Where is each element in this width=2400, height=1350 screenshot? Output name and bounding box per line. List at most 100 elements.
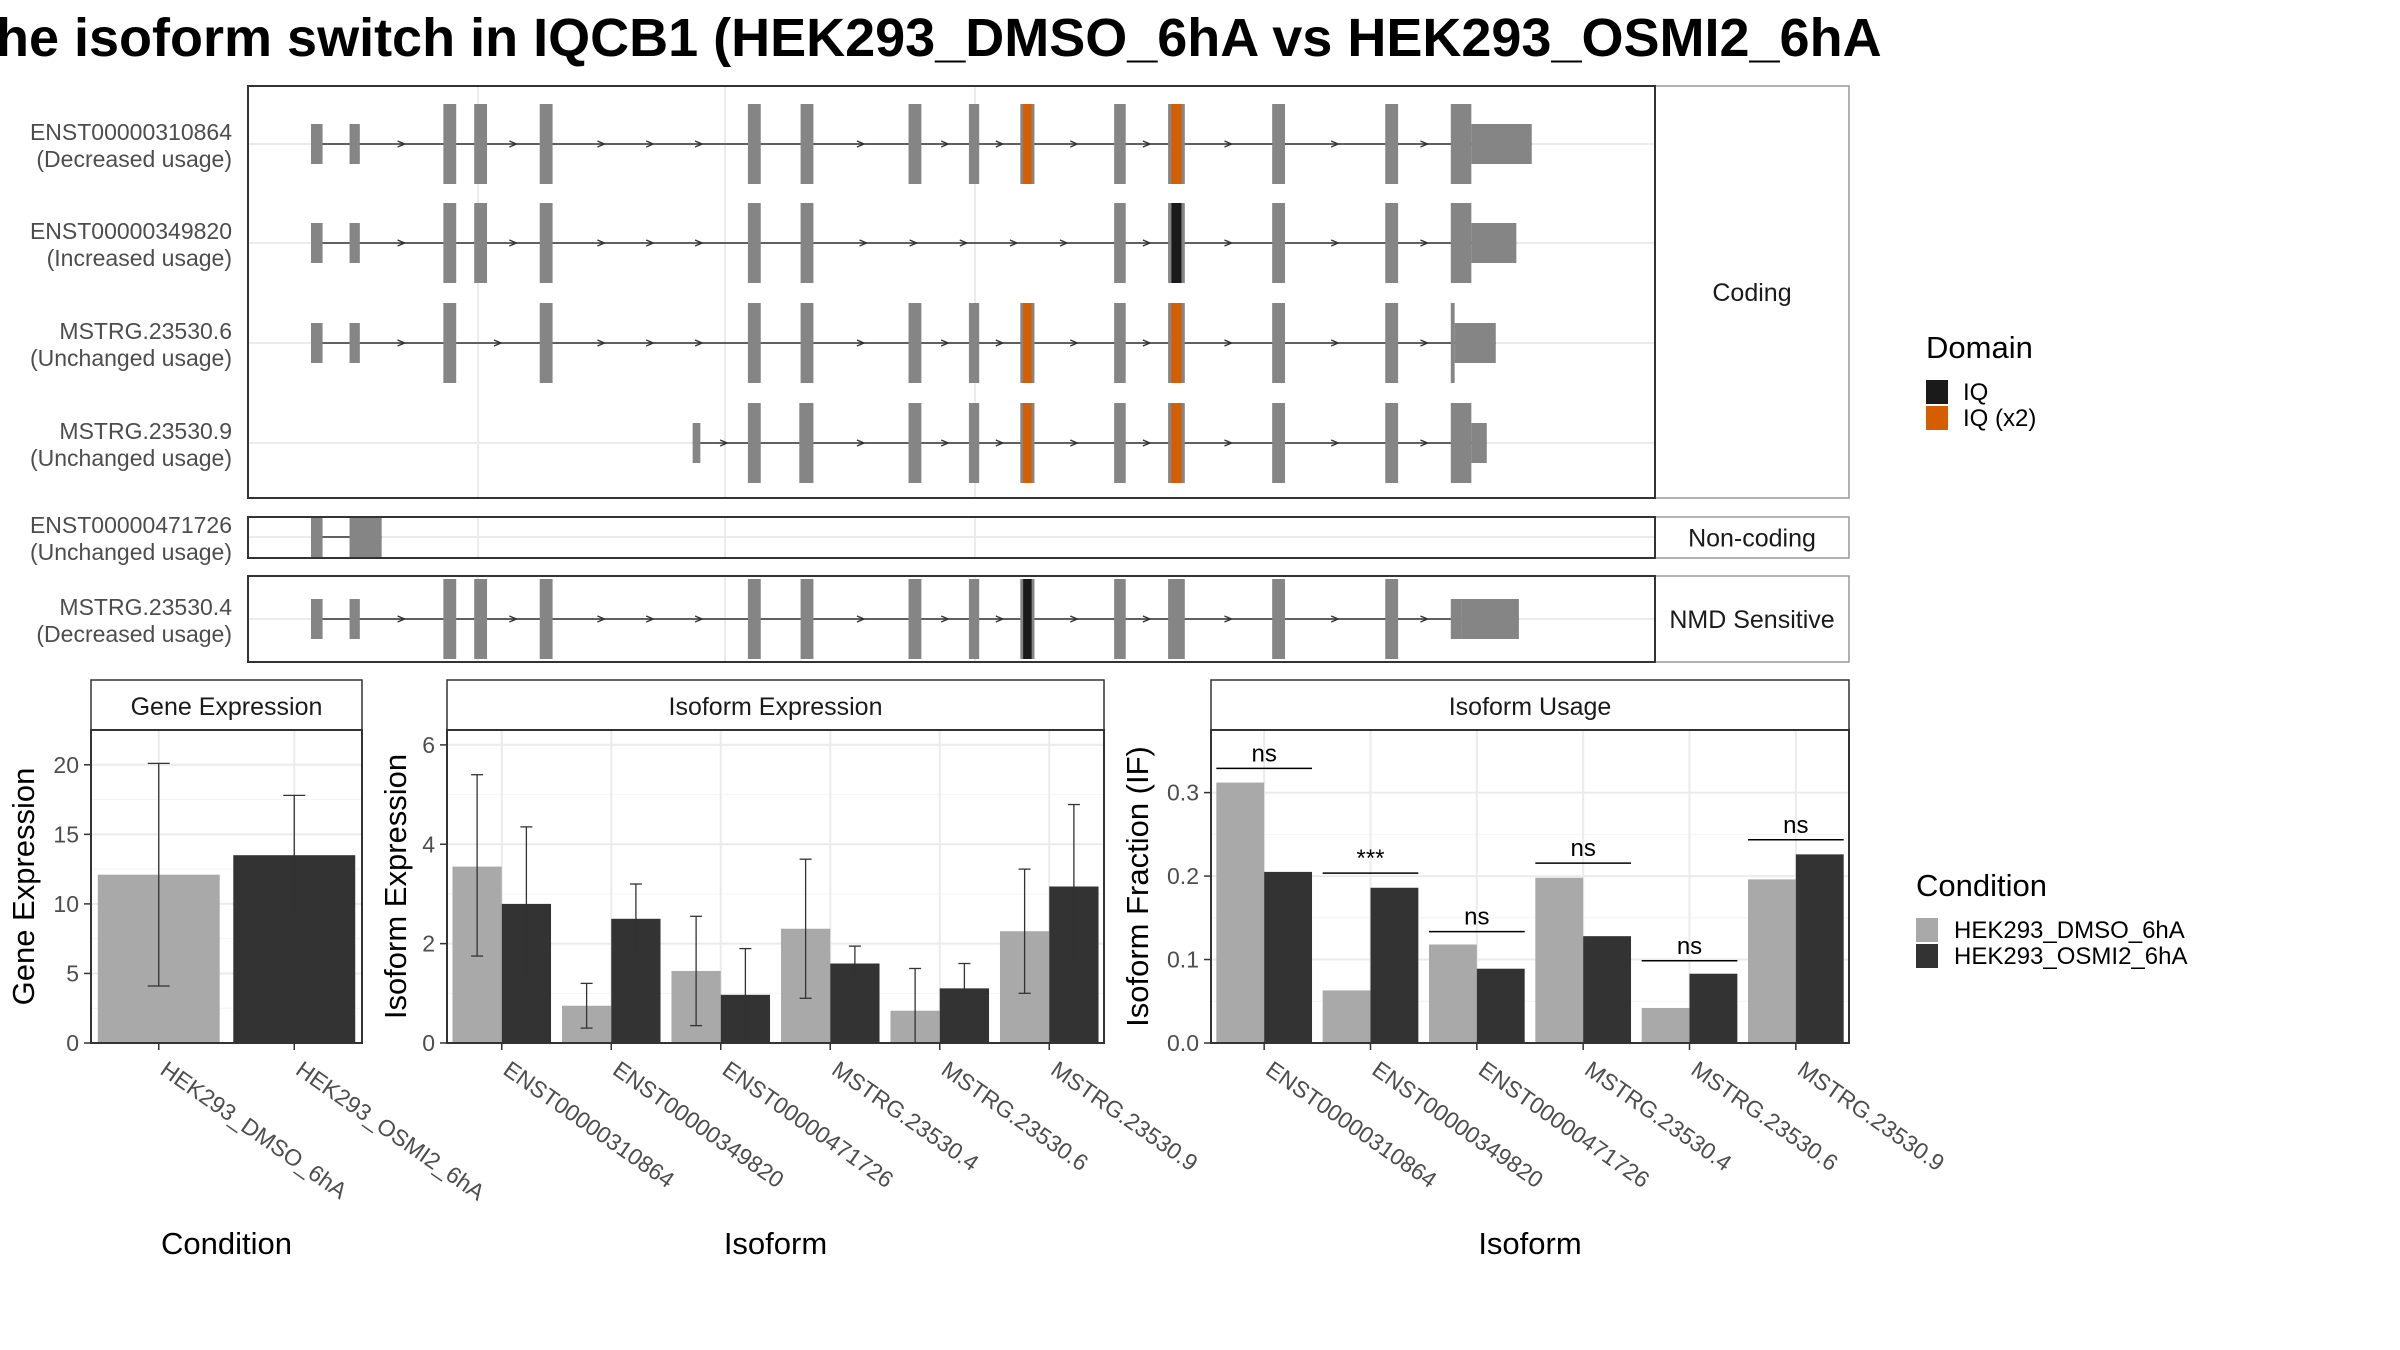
- strand-arrow: [1224, 239, 1234, 247]
- exon-block: [539, 104, 553, 184]
- strand-arrow: [859, 239, 869, 247]
- exon-block: [1114, 104, 1126, 184]
- strand-arrow: [1059, 239, 1069, 247]
- exon-block: [1385, 104, 1399, 184]
- strand-arrow: [909, 239, 919, 247]
- condition-legend-swatch: [1916, 944, 1938, 968]
- condition-legend-label: HEK293_OSMI2_6hA: [1954, 943, 2187, 970]
- domain-legend-label: IQ (x2): [1963, 405, 2036, 432]
- transcript-id-label: ENST00000349820: [30, 218, 232, 244]
- bar: [1370, 887, 1419, 1043]
- transcript-usage-label: (Unchanged usage): [30, 445, 232, 471]
- strand-arrow: [597, 615, 607, 623]
- bar: [1583, 936, 1632, 1043]
- y-tick-label: 0.2: [1167, 863, 1199, 889]
- transcript-usage-label: (Unchanged usage): [30, 345, 232, 371]
- strand-arrow: [1070, 615, 1080, 623]
- chart-panel-border: [446, 729, 1105, 1044]
- exon-block: [1272, 104, 1286, 184]
- exon-block: [349, 323, 360, 363]
- y-tick-label: 20: [53, 752, 79, 778]
- exon-block: [1114, 579, 1126, 659]
- x-tick-label: ENST00000349820: [1368, 1056, 1548, 1193]
- exon-block: [747, 579, 761, 659]
- facet-strip: [1654, 85, 1850, 499]
- y-axis-label: Isoform Expression: [378, 754, 413, 1019]
- transcript-id-label: MSTRG.23530.6: [59, 318, 232, 344]
- strand-arrow: [597, 140, 607, 148]
- y-tick-label: 10: [53, 891, 79, 917]
- structure-panel-border: [247, 516, 1656, 559]
- bar: [1476, 968, 1525, 1043]
- exon-block: [908, 303, 922, 383]
- chart-title: Gene Expression: [131, 693, 323, 721]
- exon-block: [349, 517, 382, 557]
- exon-block: [1454, 323, 1496, 363]
- domain-block: [1171, 303, 1182, 383]
- strand-arrow: [1330, 140, 1340, 148]
- bar: [1747, 879, 1796, 1043]
- exon-block: [747, 403, 761, 483]
- exon-block: [747, 104, 761, 184]
- strand-arrow: [1070, 339, 1080, 347]
- strand-arrow: [645, 615, 656, 623]
- strand-arrow: [719, 439, 729, 447]
- x-tick-label: ENST00000471726: [1474, 1056, 1654, 1193]
- x-axis-label: Isoform: [724, 1226, 827, 1261]
- bar: [1428, 944, 1477, 1043]
- exon-block: [747, 303, 761, 383]
- strand-arrow: [1224, 615, 1234, 623]
- exon-block: [1114, 303, 1126, 383]
- strand-arrow: [995, 339, 1005, 347]
- condition-legend-swatch: [1916, 918, 1938, 942]
- exon-block: [349, 223, 360, 263]
- domain-legend-label: IQ: [1963, 379, 1988, 406]
- strand-arrow: [1070, 439, 1080, 447]
- exon-block: [311, 517, 323, 557]
- bar: [1795, 854, 1844, 1043]
- strand-arrow: [645, 140, 656, 148]
- transcript-usage-label: (Decreased usage): [36, 621, 232, 647]
- exon-block: [1450, 203, 1472, 283]
- strand-arrow: [645, 339, 656, 347]
- strand-arrow: [1420, 140, 1430, 148]
- y-tick-label: 0.1: [1167, 947, 1199, 973]
- exon-block: [311, 599, 323, 639]
- exon-block: [443, 104, 457, 184]
- domain-block: [1023, 303, 1032, 383]
- facet-label: Non-coding: [1688, 525, 1816, 553]
- strand-arrow: [1330, 439, 1340, 447]
- exon-block: [539, 303, 553, 383]
- strand-arrow: [1420, 239, 1430, 247]
- strand-arrow: [1142, 615, 1152, 623]
- exon-block: [968, 403, 980, 483]
- exon-block: [311, 124, 323, 164]
- exon-block: [1114, 403, 1126, 483]
- exon-block: [1471, 423, 1487, 463]
- domain-legend-swatch: [1926, 380, 1948, 404]
- significance-label: ns: [1570, 835, 1595, 862]
- y-axis-label: Isoform Fraction (IF): [1120, 746, 1155, 1027]
- exon-block: [908, 579, 922, 659]
- figure-title: he isoform switch in IQCB1 (HEK293_DMSO_…: [0, 8, 1882, 68]
- exon-block: [1114, 203, 1126, 283]
- exon-block: [349, 124, 360, 164]
- exon-block: [1450, 104, 1472, 184]
- transcript-usage-label: (Unchanged usage): [30, 539, 232, 565]
- strand-arrow: [493, 339, 503, 347]
- structure-panel-border: [247, 575, 1656, 663]
- strand-arrow: [1330, 339, 1340, 347]
- exon-block: [1168, 579, 1185, 659]
- strand-arrow: [1420, 339, 1430, 347]
- x-axis-label: Condition: [161, 1226, 292, 1261]
- significance-label: ns: [1464, 904, 1489, 931]
- condition-legend-title: Condition: [1916, 868, 2047, 903]
- strand-arrow: [1070, 140, 1080, 148]
- exon-block: [800, 203, 814, 283]
- y-tick-label: 6: [422, 732, 435, 758]
- domain-legend-swatch: [1926, 406, 1948, 430]
- y-tick-label: 2: [422, 931, 435, 957]
- strand-arrow: [995, 140, 1005, 148]
- exon-block: [443, 303, 457, 383]
